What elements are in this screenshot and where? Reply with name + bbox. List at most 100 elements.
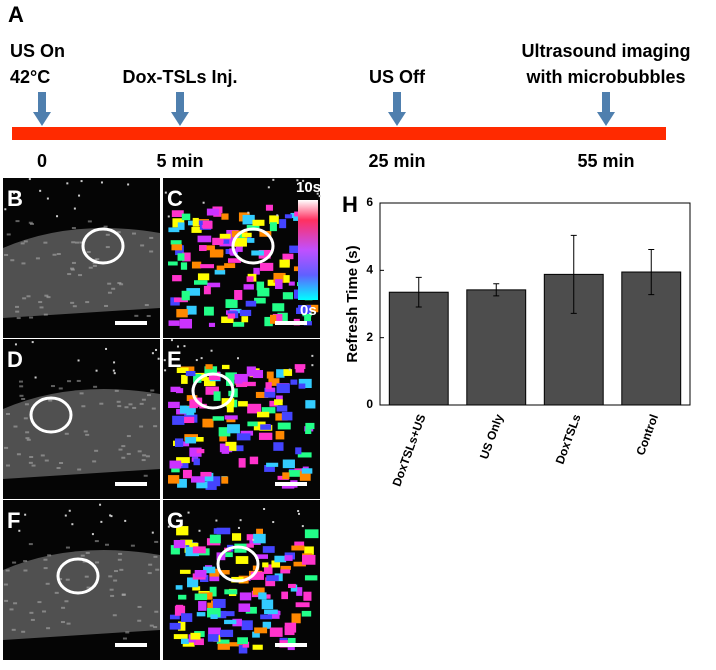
speckle (70, 267, 75, 270)
speckle (18, 380, 23, 383)
perfusion (186, 395, 198, 402)
speckle (146, 314, 151, 317)
perfusion (189, 399, 198, 409)
dot (298, 512, 301, 515)
speckle (85, 301, 90, 304)
perfusion (209, 572, 220, 582)
perfusion (235, 243, 243, 252)
perfusion (276, 369, 285, 378)
scale-bar (115, 643, 147, 647)
perfusion (283, 369, 293, 376)
perfusion (204, 377, 216, 387)
dot (272, 178, 275, 181)
perfusion (281, 411, 293, 421)
speckle (43, 313, 48, 316)
speckle (30, 618, 35, 621)
perfusion (267, 279, 276, 286)
speckle (64, 432, 69, 435)
tissue (3, 228, 160, 318)
speckle (58, 577, 63, 580)
speckle (20, 242, 25, 245)
speckle (56, 253, 61, 256)
dot (34, 376, 37, 379)
perfusion (249, 456, 259, 465)
speckle (139, 402, 144, 405)
perfusion (221, 445, 230, 454)
speckle (37, 601, 42, 604)
speckle (4, 446, 9, 449)
perfusion (291, 613, 301, 624)
perfusion (274, 399, 283, 406)
speckle (25, 431, 30, 434)
perfusion (255, 554, 269, 559)
arrow-shaft (176, 92, 184, 114)
dot (127, 183, 130, 186)
perfusion (223, 237, 230, 244)
scale-bar (275, 643, 307, 647)
perfusion (168, 227, 180, 233)
perfusion (184, 416, 195, 424)
dot (4, 208, 7, 211)
perfusion (294, 541, 305, 548)
perfusion (256, 528, 264, 537)
panel-label: A (8, 2, 24, 27)
dot (157, 357, 160, 360)
perfusion (180, 262, 188, 270)
perfusion (175, 585, 183, 590)
perfusion (194, 593, 208, 601)
speckle (149, 236, 154, 239)
tissue (3, 550, 160, 640)
perfusion (192, 546, 206, 554)
speckle (45, 582, 50, 585)
speckle (128, 403, 133, 406)
dot (28, 178, 31, 181)
dot (46, 197, 49, 200)
dot (109, 514, 112, 517)
dot (100, 520, 103, 523)
perfusion (235, 556, 249, 564)
perfusion (282, 253, 294, 260)
speckle (29, 611, 34, 614)
dot (252, 538, 255, 541)
speckle (10, 259, 15, 262)
arrow-head (33, 112, 51, 126)
perfusion (224, 263, 236, 269)
perfusion (182, 641, 195, 647)
speckle (116, 231, 121, 234)
speckle (26, 438, 31, 441)
speckle (35, 257, 40, 260)
error-bar (648, 248, 655, 296)
perfusion (229, 445, 244, 452)
perfusion (277, 422, 291, 430)
perfusion (262, 562, 269, 568)
dot (237, 357, 240, 360)
perfusion (185, 546, 200, 557)
error-bar (493, 283, 500, 297)
speckle (111, 287, 116, 290)
perfusion (216, 639, 230, 645)
speckle (19, 385, 24, 388)
perfusion (192, 217, 199, 227)
perfusion (239, 592, 252, 601)
perfusion (204, 472, 214, 482)
perfusion (279, 259, 290, 268)
perfusion (208, 322, 216, 327)
speckle (23, 569, 28, 572)
speckle (94, 561, 99, 564)
speckle (29, 456, 34, 459)
perfusion (258, 592, 267, 600)
perfusion (288, 470, 301, 477)
perfusion (180, 638, 189, 644)
speckle (82, 560, 87, 563)
speckle (60, 621, 65, 624)
perfusion (208, 627, 221, 636)
speckle (24, 403, 29, 406)
perfusion (176, 309, 188, 318)
roi (216, 545, 260, 583)
speckle (121, 594, 126, 597)
speckle (118, 552, 123, 555)
speckle (71, 241, 76, 244)
perfusion (241, 232, 252, 238)
speckle (21, 397, 26, 400)
perfusion (222, 552, 233, 558)
